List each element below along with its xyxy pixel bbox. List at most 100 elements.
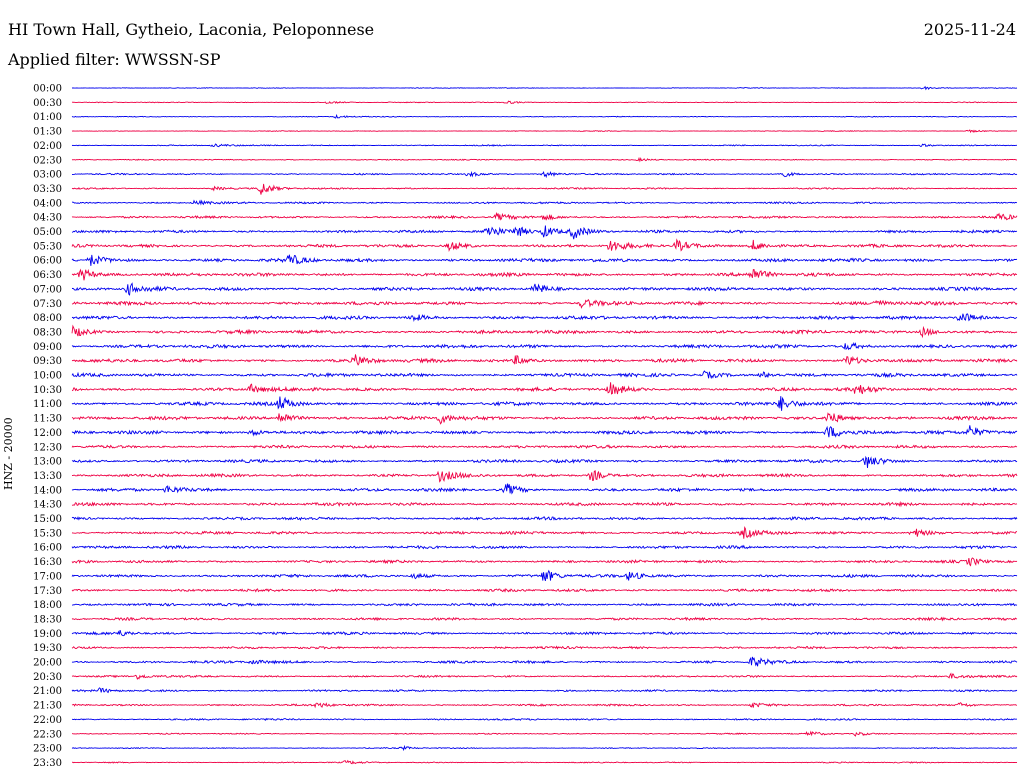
trace-2100	[71, 687, 1018, 694]
time-label-1800: 18:00	[33, 600, 62, 611]
trace-1030	[71, 382, 1017, 395]
time-label-1900: 19:00	[33, 629, 62, 640]
time-label-0830: 08:30	[33, 327, 62, 338]
trace-0530	[71, 238, 1018, 252]
trace-0330	[71, 183, 1017, 195]
time-label-1830: 18:30	[33, 614, 62, 625]
time-label-0330: 03:30	[33, 184, 62, 195]
time-label-2030: 20:30	[33, 672, 62, 683]
traces	[71, 85, 1018, 765]
time-label-1230: 12:30	[33, 442, 62, 453]
trace-0600	[71, 254, 1018, 266]
time-label-0400: 04:00	[33, 198, 62, 209]
trace-0700	[71, 282, 1018, 296]
time-label-0130: 01:30	[33, 127, 62, 138]
trace-1730	[71, 588, 1018, 593]
time-label-0600: 06:00	[33, 256, 62, 267]
time-label-1500: 15:00	[33, 514, 62, 525]
trace-0730	[71, 298, 1018, 309]
date-label: 2025-11-24	[923, 20, 1016, 39]
time-label-1200: 12:00	[33, 428, 62, 439]
time-label-2100: 21:00	[33, 686, 62, 697]
trace-2330	[71, 759, 1018, 765]
trace-2000	[71, 656, 1018, 667]
trace-1830	[71, 616, 1018, 622]
time-label-1300: 13:00	[33, 457, 62, 468]
trace-0900	[71, 342, 1018, 351]
time-label-0630: 06:30	[33, 270, 62, 281]
time-label-1530: 15:30	[33, 528, 62, 539]
trace-0230	[71, 156, 1017, 163]
time-label-0500: 05:00	[33, 227, 62, 238]
trace-0800	[71, 313, 1018, 322]
trace-2300	[71, 744, 1018, 752]
time-label-1000: 10:00	[33, 371, 62, 382]
time-label-0030: 00:30	[33, 98, 62, 109]
trace-0830	[71, 324, 1018, 339]
trace-2200	[71, 717, 1018, 721]
trace-1700	[71, 569, 1018, 582]
time-label-1030: 10:30	[33, 385, 62, 396]
trace-1200	[71, 425, 1018, 438]
time-label-0900: 09:00	[33, 342, 62, 353]
time-label-0700: 07:00	[33, 284, 62, 295]
trace-1130	[71, 412, 1018, 425]
time-label-0730: 07:30	[33, 299, 62, 310]
trace-2030	[71, 672, 1018, 681]
trace-0130	[71, 129, 1018, 134]
time-label-2200: 22:00	[33, 715, 62, 726]
time-label-1700: 17:00	[33, 571, 62, 582]
time-label-2130: 21:30	[33, 701, 62, 712]
trace-1600	[71, 544, 1018, 550]
trace-0430	[71, 211, 1018, 221]
trace-0400	[71, 199, 1018, 206]
time-label-1630: 16:30	[33, 557, 62, 568]
time-label-1600: 16:00	[33, 543, 62, 554]
time-label-0000: 00:00	[33, 84, 62, 95]
time-label-1330: 13:30	[33, 471, 62, 482]
time-labels: 00:00 00:30 01:00 01:30 02:00 02:30 03:00 03:30…	[33, 84, 62, 769]
trace-0500	[71, 225, 1018, 240]
time-label-1930: 19:30	[33, 643, 62, 654]
trace-0000	[71, 85, 1018, 91]
time-label-1430: 14:30	[33, 500, 62, 511]
trace-1100	[71, 396, 1018, 411]
time-label-1130: 11:30	[33, 414, 62, 425]
time-label-1100: 11:00	[33, 399, 62, 410]
trace-0030	[71, 100, 1018, 105]
trace-1230	[71, 444, 1018, 450]
trace-1900	[71, 629, 1018, 637]
time-label-0430: 04:30	[33, 213, 62, 224]
trace-1330	[71, 470, 1018, 483]
trace-1630	[71, 557, 1018, 567]
time-label-0200: 02:00	[33, 141, 62, 152]
time-label-1730: 17:30	[33, 586, 62, 597]
time-label-0530: 05:30	[33, 241, 62, 252]
trace-1400	[71, 483, 1018, 495]
time-label-0930: 09:30	[33, 356, 62, 367]
trace-0100	[71, 113, 1017, 119]
trace-0200	[71, 143, 1017, 148]
time-label-2300: 23:00	[33, 744, 62, 755]
trace-0930	[71, 354, 1018, 366]
station-title: HI Town Hall, Gytheio, Laconia, Peloponn…	[8, 20, 375, 39]
time-label-0230: 02:30	[33, 155, 62, 166]
time-label-0300: 03:00	[33, 170, 62, 181]
time-label-2000: 20:00	[33, 658, 62, 669]
time-label-1400: 14:00	[33, 485, 62, 496]
trace-1300	[71, 455, 1018, 469]
trace-2130	[71, 702, 1017, 709]
trace-0300	[71, 170, 1018, 179]
trace-2230	[72, 730, 1018, 737]
trace-1000	[71, 370, 1018, 380]
trace-1430	[71, 500, 1018, 508]
filter-label: Applied filter: WWSSN-SP	[8, 50, 221, 69]
time-label-0800: 08:00	[33, 313, 62, 324]
trace-1800	[72, 602, 1018, 607]
time-label-2230: 22:30	[33, 729, 62, 740]
trace-1930	[71, 645, 1018, 650]
time-label-2330: 23:30	[33, 758, 62, 769]
trace-1500	[71, 516, 1018, 522]
time-label-0100: 01:00	[33, 112, 62, 123]
